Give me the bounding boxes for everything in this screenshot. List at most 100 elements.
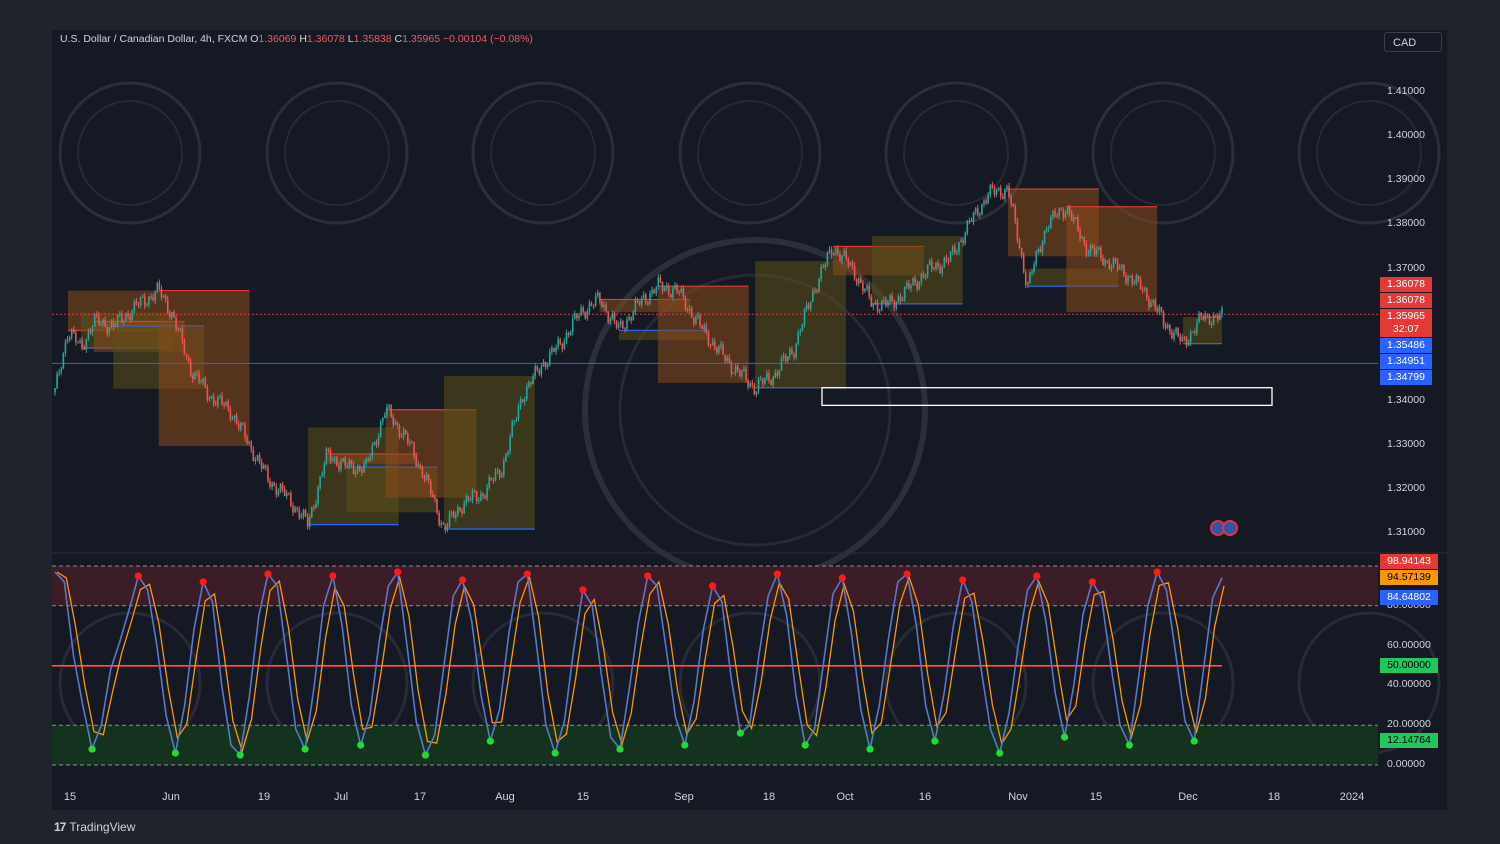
candle[interactable] [947, 260, 950, 262]
buy-signal-dot[interactable] [88, 745, 96, 753]
candle[interactable] [557, 339, 559, 348]
candle[interactable] [1173, 332, 1175, 339]
candle[interactable] [521, 399, 524, 403]
candle[interactable] [582, 307, 584, 312]
candle[interactable] [987, 194, 989, 203]
candle[interactable] [672, 288, 674, 298]
candle[interactable] [1177, 328, 1179, 337]
candle[interactable] [1116, 261, 1119, 270]
candle[interactable] [534, 366, 536, 377]
candle[interactable] [231, 418, 234, 420]
candle[interactable] [1200, 312, 1202, 317]
candle[interactable] [371, 445, 374, 457]
candle[interactable] [753, 385, 756, 395]
sell-signal-dot[interactable] [394, 568, 402, 576]
candle[interactable] [490, 477, 493, 480]
candle[interactable] [574, 313, 576, 319]
candle[interactable] [344, 458, 346, 466]
candle[interactable] [801, 324, 804, 332]
candle[interactable] [956, 251, 958, 254]
candle[interactable] [517, 406, 520, 420]
candle[interactable] [102, 319, 104, 324]
candle[interactable] [866, 285, 868, 289]
sell-signal-dot[interactable] [1088, 578, 1096, 586]
candle[interactable] [373, 441, 376, 446]
candle[interactable] [62, 352, 65, 369]
candle[interactable] [786, 356, 789, 362]
candle[interactable] [214, 403, 217, 406]
candle[interactable] [845, 250, 848, 259]
sell-signal-dot[interactable] [773, 570, 782, 578]
candle[interactable] [676, 285, 678, 292]
candle[interactable] [868, 285, 870, 297]
candle[interactable] [1150, 302, 1152, 308]
sell-signal-dot[interactable] [134, 572, 142, 580]
candle[interactable] [129, 316, 131, 320]
candle[interactable] [851, 262, 854, 266]
candle[interactable] [981, 204, 983, 215]
candle[interactable] [361, 469, 363, 473]
candle[interactable] [104, 319, 106, 328]
candle[interactable] [630, 317, 632, 321]
candle[interactable] [1114, 258, 1117, 262]
candle[interactable] [1093, 248, 1096, 255]
candle[interactable] [390, 405, 392, 417]
candle[interactable] [1022, 254, 1025, 273]
candle[interactable] [720, 344, 722, 347]
candle[interactable] [367, 458, 369, 461]
candle[interactable] [772, 377, 774, 385]
candle[interactable] [603, 304, 605, 308]
candle[interactable] [1033, 264, 1035, 272]
candle[interactable] [816, 290, 818, 292]
candle[interactable] [354, 472, 357, 475]
candle[interactable] [317, 487, 319, 504]
candle[interactable] [511, 422, 513, 438]
candle[interactable] [991, 184, 994, 189]
candle[interactable] [684, 296, 687, 310]
candle[interactable] [699, 315, 701, 326]
candle[interactable] [244, 424, 246, 438]
tradingview-brand[interactable]: 17 TradingView [54, 820, 135, 834]
candle[interactable] [670, 294, 672, 298]
candle[interactable] [826, 252, 829, 265]
candle[interactable] [964, 233, 967, 244]
candle[interactable] [584, 311, 587, 319]
candle[interactable] [1125, 275, 1127, 283]
candle[interactable] [210, 396, 213, 398]
candle[interactable] [622, 321, 624, 329]
candle[interactable] [1047, 228, 1050, 230]
candle[interactable] [1102, 258, 1104, 265]
candle[interactable] [519, 399, 522, 407]
sell-signal-dot[interactable] [959, 576, 967, 584]
candle[interactable] [747, 379, 749, 387]
economic-events[interactable] [1210, 520, 1238, 536]
candle[interactable] [313, 507, 315, 509]
candle[interactable] [1204, 314, 1207, 320]
candle[interactable] [1148, 298, 1150, 308]
candle[interactable] [1045, 228, 1048, 231]
candle[interactable] [375, 441, 378, 446]
buy-signal-dot[interactable] [171, 749, 180, 757]
candle[interactable] [1120, 265, 1123, 268]
candle[interactable] [386, 407, 388, 416]
candle[interactable] [290, 493, 292, 506]
candle[interactable] [565, 332, 568, 341]
candle[interactable] [223, 404, 225, 406]
candle[interactable] [81, 340, 83, 348]
candle[interactable] [715, 347, 718, 353]
candle[interactable] [997, 187, 1000, 191]
candle[interactable] [1041, 242, 1044, 253]
candle[interactable] [488, 477, 491, 488]
candle[interactable] [108, 326, 111, 334]
candle[interactable] [1052, 210, 1054, 218]
candle[interactable] [173, 311, 175, 318]
candle[interactable] [1077, 217, 1079, 231]
candle[interactable] [308, 517, 311, 527]
candle[interactable] [638, 300, 641, 305]
candle[interactable] [137, 304, 140, 306]
candle[interactable] [908, 283, 910, 289]
candle[interactable] [333, 457, 336, 461]
candle[interactable] [356, 465, 359, 473]
candle[interactable] [325, 448, 328, 465]
candle[interactable] [1062, 210, 1065, 218]
